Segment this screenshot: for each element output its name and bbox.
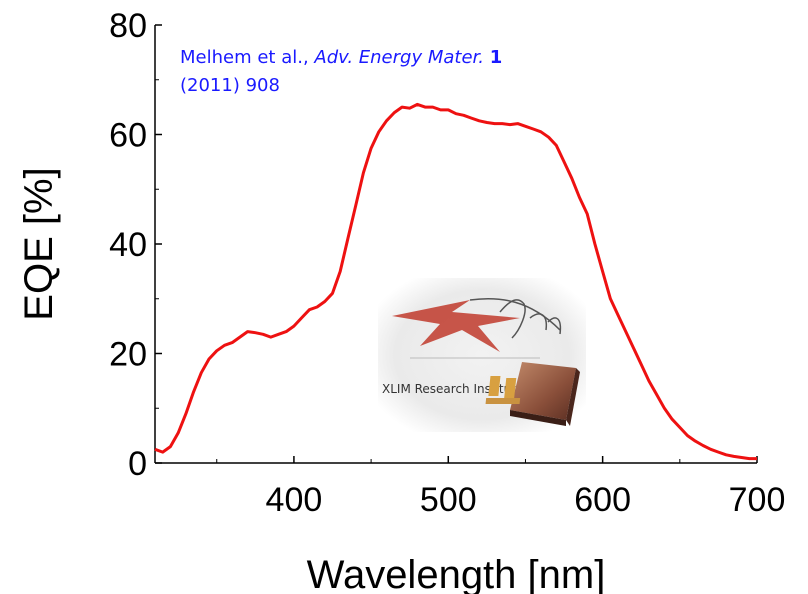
- y-tick-label: 20: [109, 336, 147, 374]
- x-tick-label: 400: [266, 481, 323, 519]
- solar-cell-chip: [485, 362, 580, 426]
- citation-journal: Adv. Energy Mater.: [314, 47, 484, 68]
- citation: Melhem et al., Adv. Energy Mater. 1 (201…: [180, 44, 600, 100]
- x-tick-label: 500: [420, 481, 477, 519]
- photo-label: XLIM Research Institute: [382, 382, 523, 396]
- ticks: 0 20 40 60 80 400 500 600 700: [109, 7, 785, 519]
- device-photo: XLIM Research Institute: [378, 278, 586, 432]
- x-axis-title: Wavelength [nm]: [307, 553, 606, 594]
- y-tick-label: 0: [128, 445, 147, 483]
- x-tick-label: 700: [729, 481, 786, 519]
- citation-year-pages: (2011) 908: [180, 75, 280, 96]
- citation-authors: Melhem et al.,: [180, 47, 309, 68]
- y-tick-label: 60: [109, 117, 147, 155]
- citation-volume: 1: [489, 47, 503, 68]
- y-tick-label: 40: [109, 226, 147, 264]
- x-tick-label: 600: [574, 481, 631, 519]
- y-axis-title: EQE [%]: [17, 167, 61, 320]
- eqe-curve: [154, 102, 757, 461]
- xlim-logo: [392, 297, 562, 359]
- y-tick-label: 80: [109, 7, 147, 45]
